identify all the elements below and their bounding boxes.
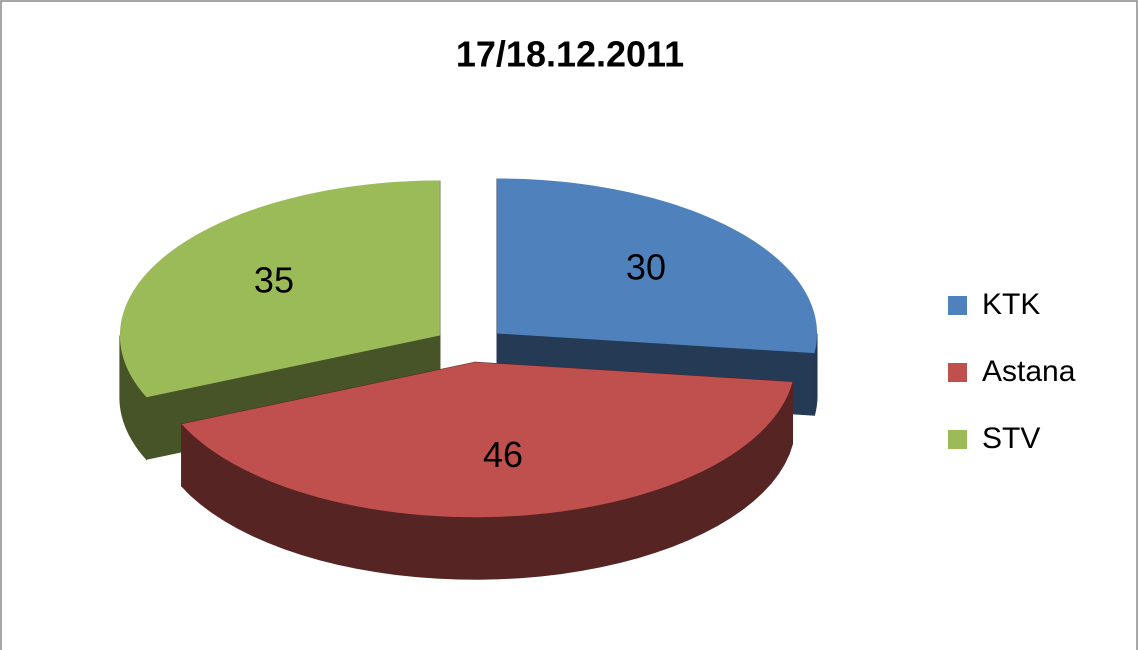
legend-swatch [948,430,967,449]
legend-swatch [948,363,967,382]
slice-top [119,180,440,398]
legend-label: Astana [982,355,1076,388]
slice-top [497,178,817,354]
legend-label: STV [982,422,1040,455]
slice-wall [119,335,147,461]
legend-label: KTK [982,288,1040,321]
slice [181,361,793,580]
slice-top [181,362,793,518]
data-label: 46 [483,434,523,475]
data-label: 30 [626,247,666,288]
slice-wall [813,333,818,416]
chart-title: 17/18.12.2011 [456,34,684,75]
legend-swatch [948,296,967,315]
data-label: 35 [254,259,294,300]
